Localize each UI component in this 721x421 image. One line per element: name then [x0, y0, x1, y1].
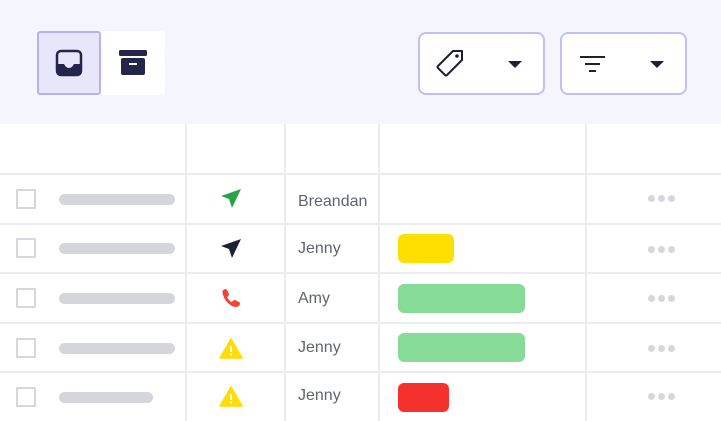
- assignee-name: Jenny: [298, 387, 341, 404]
- warning-icon: [219, 338, 243, 359]
- caret-down-icon: [650, 61, 664, 68]
- table-row[interactable]: Breandan: [0, 175, 721, 223]
- tag-dropdown[interactable]: [418, 32, 545, 95]
- send-icon: [221, 239, 241, 258]
- assignee-name: Jenny: [298, 240, 341, 257]
- more-options-button[interactable]: [648, 195, 675, 202]
- more-options-button[interactable]: [648, 345, 675, 352]
- assignee-name: Amy: [298, 290, 330, 307]
- row-checkbox[interactable]: [16, 338, 36, 358]
- status-tag: [398, 284, 525, 313]
- subject-placeholder: [59, 392, 153, 403]
- archive-icon: [119, 50, 147, 75]
- inbox-icon: [55, 49, 83, 77]
- phone-icon: [222, 289, 240, 307]
- filter-icon: [580, 56, 605, 72]
- more-options-button[interactable]: [648, 295, 675, 302]
- assignee-name: Jenny: [298, 339, 341, 356]
- warning-icon: [219, 386, 243, 407]
- caret-down-icon: [508, 61, 522, 68]
- subject-placeholder: [59, 194, 175, 205]
- table-row[interactable]: Jenny: [0, 225, 721, 273]
- table-row[interactable]: Amy: [0, 274, 721, 322]
- table-row[interactable]: Jenny: [0, 324, 721, 372]
- subject-placeholder: [59, 243, 175, 254]
- tag-icon: [436, 50, 463, 77]
- row-divider: [0, 272, 721, 274]
- conversation-table: Breandan Jenny Amy Jenny: [0, 124, 721, 421]
- row-divider: [0, 173, 721, 175]
- row-checkbox[interactable]: [16, 238, 36, 258]
- table-row[interactable]: Jenny: [0, 373, 721, 421]
- row-divider: [0, 322, 721, 324]
- send-icon: [221, 189, 241, 208]
- row-checkbox[interactable]: [16, 189, 36, 209]
- row-checkbox[interactable]: [16, 288, 36, 308]
- row-divider: [0, 223, 721, 225]
- toolbar: [0, 0, 721, 124]
- status-tag: [398, 234, 454, 263]
- row-checkbox[interactable]: [16, 387, 36, 407]
- status-tag: [398, 333, 525, 362]
- filter-dropdown[interactable]: [560, 32, 687, 95]
- assignee-name: Breandan: [298, 193, 368, 210]
- row-divider: [0, 371, 721, 373]
- view-toggle-group: [37, 31, 165, 95]
- more-options-button[interactable]: [648, 393, 675, 400]
- subject-placeholder: [59, 343, 175, 354]
- subject-placeholder: [59, 293, 175, 304]
- more-options-button[interactable]: [648, 246, 675, 253]
- status-tag: [398, 383, 449, 412]
- archive-view-button[interactable]: [101, 31, 165, 95]
- inbox-view-button[interactable]: [37, 31, 101, 95]
